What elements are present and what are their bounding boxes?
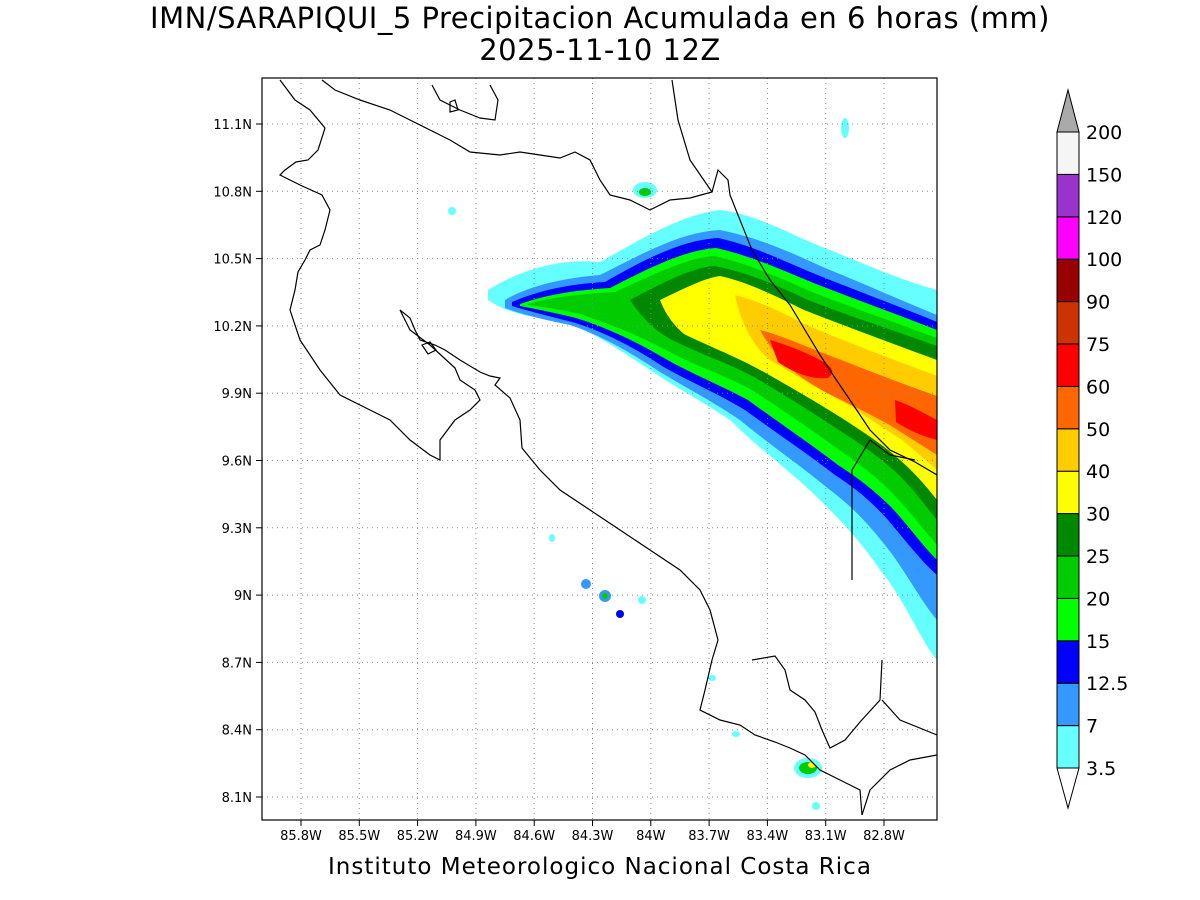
colorbar-label: 60 [1086,376,1110,398]
lat-tick-label: 10.5N [213,253,252,268]
panama-coast [881,699,937,736]
precip-cell [581,579,591,589]
colorbar-swatch [1056,428,1080,472]
footer-credit: Instituto Meteorologico Nacional Costa R… [328,854,872,880]
lake-nicaragua [431,84,499,121]
lat-tick-label: 9.6N [222,455,252,470]
lat-tick-label: 8.4N [222,724,252,739]
nicaragua-border [671,79,713,193]
colorbar-label: 200 [1086,122,1122,144]
colorbar-label: 40 [1086,461,1110,483]
precip-cell [708,675,716,681]
lon-tick-label: 83.1W [805,829,847,844]
precip-band-yellow [660,276,937,500]
colorbar-label: 20 [1086,588,1110,610]
lat-axis: 11.1N 10.8N 10.5N 10.2N 9.9N 9.6N 9.3N 9N 8.7N 8.… [213,118,262,806]
title-line-1: IMN/SARAPIQUI_5 Precipitacion Acumulada … [150,1,1050,35]
colorbar-swatch [1056,343,1080,387]
pacific-coast [278,79,863,816]
lat-tick-label: 10.8N [213,185,252,200]
precip-cell [841,118,849,138]
colorbar-label: 75 [1086,334,1110,356]
colorbar-label: 25 [1086,546,1110,568]
map-title: IMN/SARAPIQUI_5 Precipitacion Acumulada … [0,2,1200,66]
lat-tick-label: 10.2N [213,320,252,335]
lon-tick-label: 83.4W [746,829,788,844]
colorbar-label: 15 [1086,631,1110,653]
lon-tick-label: 84W [636,829,666,844]
colorbar-max-arrow [1056,88,1080,133]
colorbar-swatch [1056,258,1080,303]
colorbar-swatch [1056,725,1080,769]
colorbar-swatch [1056,682,1080,727]
lon-tick-label: 85.2W [397,829,439,844]
colorbar-label: 50 [1086,419,1110,441]
precip-cell [812,802,820,810]
lon-axis: 85.8W 85.5W 85.2W 84.9W 84.6W 84.3W 84W 83.7W 83… [280,820,905,844]
colorbar-swatch [1056,301,1080,345]
colorbar-label: 7 [1086,716,1098,738]
colorbar-swatch [1056,173,1080,218]
colorbar-label: 12.5 [1086,673,1128,695]
precip-band-red [770,340,833,379]
nicoya-island [421,341,437,355]
lon-tick-label: 84.9W [455,829,497,844]
lat-tick-label: 11.1N [213,118,252,133]
osa-peninsula [751,655,883,749]
colorbar-swatch [1056,513,1080,557]
precip-cell [639,188,651,196]
precip-cell [602,593,608,599]
colorbar-label: 90 [1086,292,1110,314]
colorbar-swatch [1056,555,1080,599]
lon-tick-label: 83.7W [688,829,730,844]
caribbean-coast [321,79,937,476]
lat-tick-label: 8.7N [222,656,252,671]
lat-tick-label: 9.3N [222,522,252,537]
precip-band-red-2 [895,400,937,440]
colorbar-swatch [1056,216,1080,260]
coastlines [278,79,937,816]
precipitation-field [448,118,937,810]
panama-south [861,754,937,816]
panama-border [851,439,916,580]
title-line-2: 2025-11-10 12Z [479,33,721,67]
precip-cell [732,731,740,737]
lat-tick-label: 8.1N [222,791,252,806]
colorbar-swatch [1056,131,1080,175]
plot-frame [261,77,938,821]
lon-tick-label: 85.8W [280,829,322,844]
colorbar-label: 150 [1086,164,1122,186]
colorbar-label: 3.5 [1086,758,1116,780]
lon-tick-label: 85.5W [338,829,380,844]
precip-cell [448,207,456,215]
colorbar-min-arrow [1056,767,1080,810]
lat-tick-label: 9.9N [222,387,252,402]
colorbar-swatch [1056,597,1080,642]
precip-cell [549,534,555,542]
lon-tick-label: 82.8W [863,829,905,844]
colorbar-label: 30 [1086,504,1110,526]
colorbar-swatch [1056,470,1080,515]
lake-island [449,99,459,113]
lat-tick-label: 9N [234,589,252,604]
colorbar-label: 100 [1086,249,1122,271]
precip-cell [616,610,624,618]
colorbar-swatch [1056,640,1080,684]
colorbar: 3.5 7 12.5 15 20 25 30 40 50 60 75 90 100 120 150 200 [1056,88,1128,810]
colorbar-swatch [1056,385,1080,430]
colorbar-label: 120 [1086,207,1122,229]
map-grid [262,78,937,820]
lon-tick-label: 84.3W [572,829,614,844]
precip-cell [638,596,646,604]
lon-tick-label: 84.6W [513,829,555,844]
